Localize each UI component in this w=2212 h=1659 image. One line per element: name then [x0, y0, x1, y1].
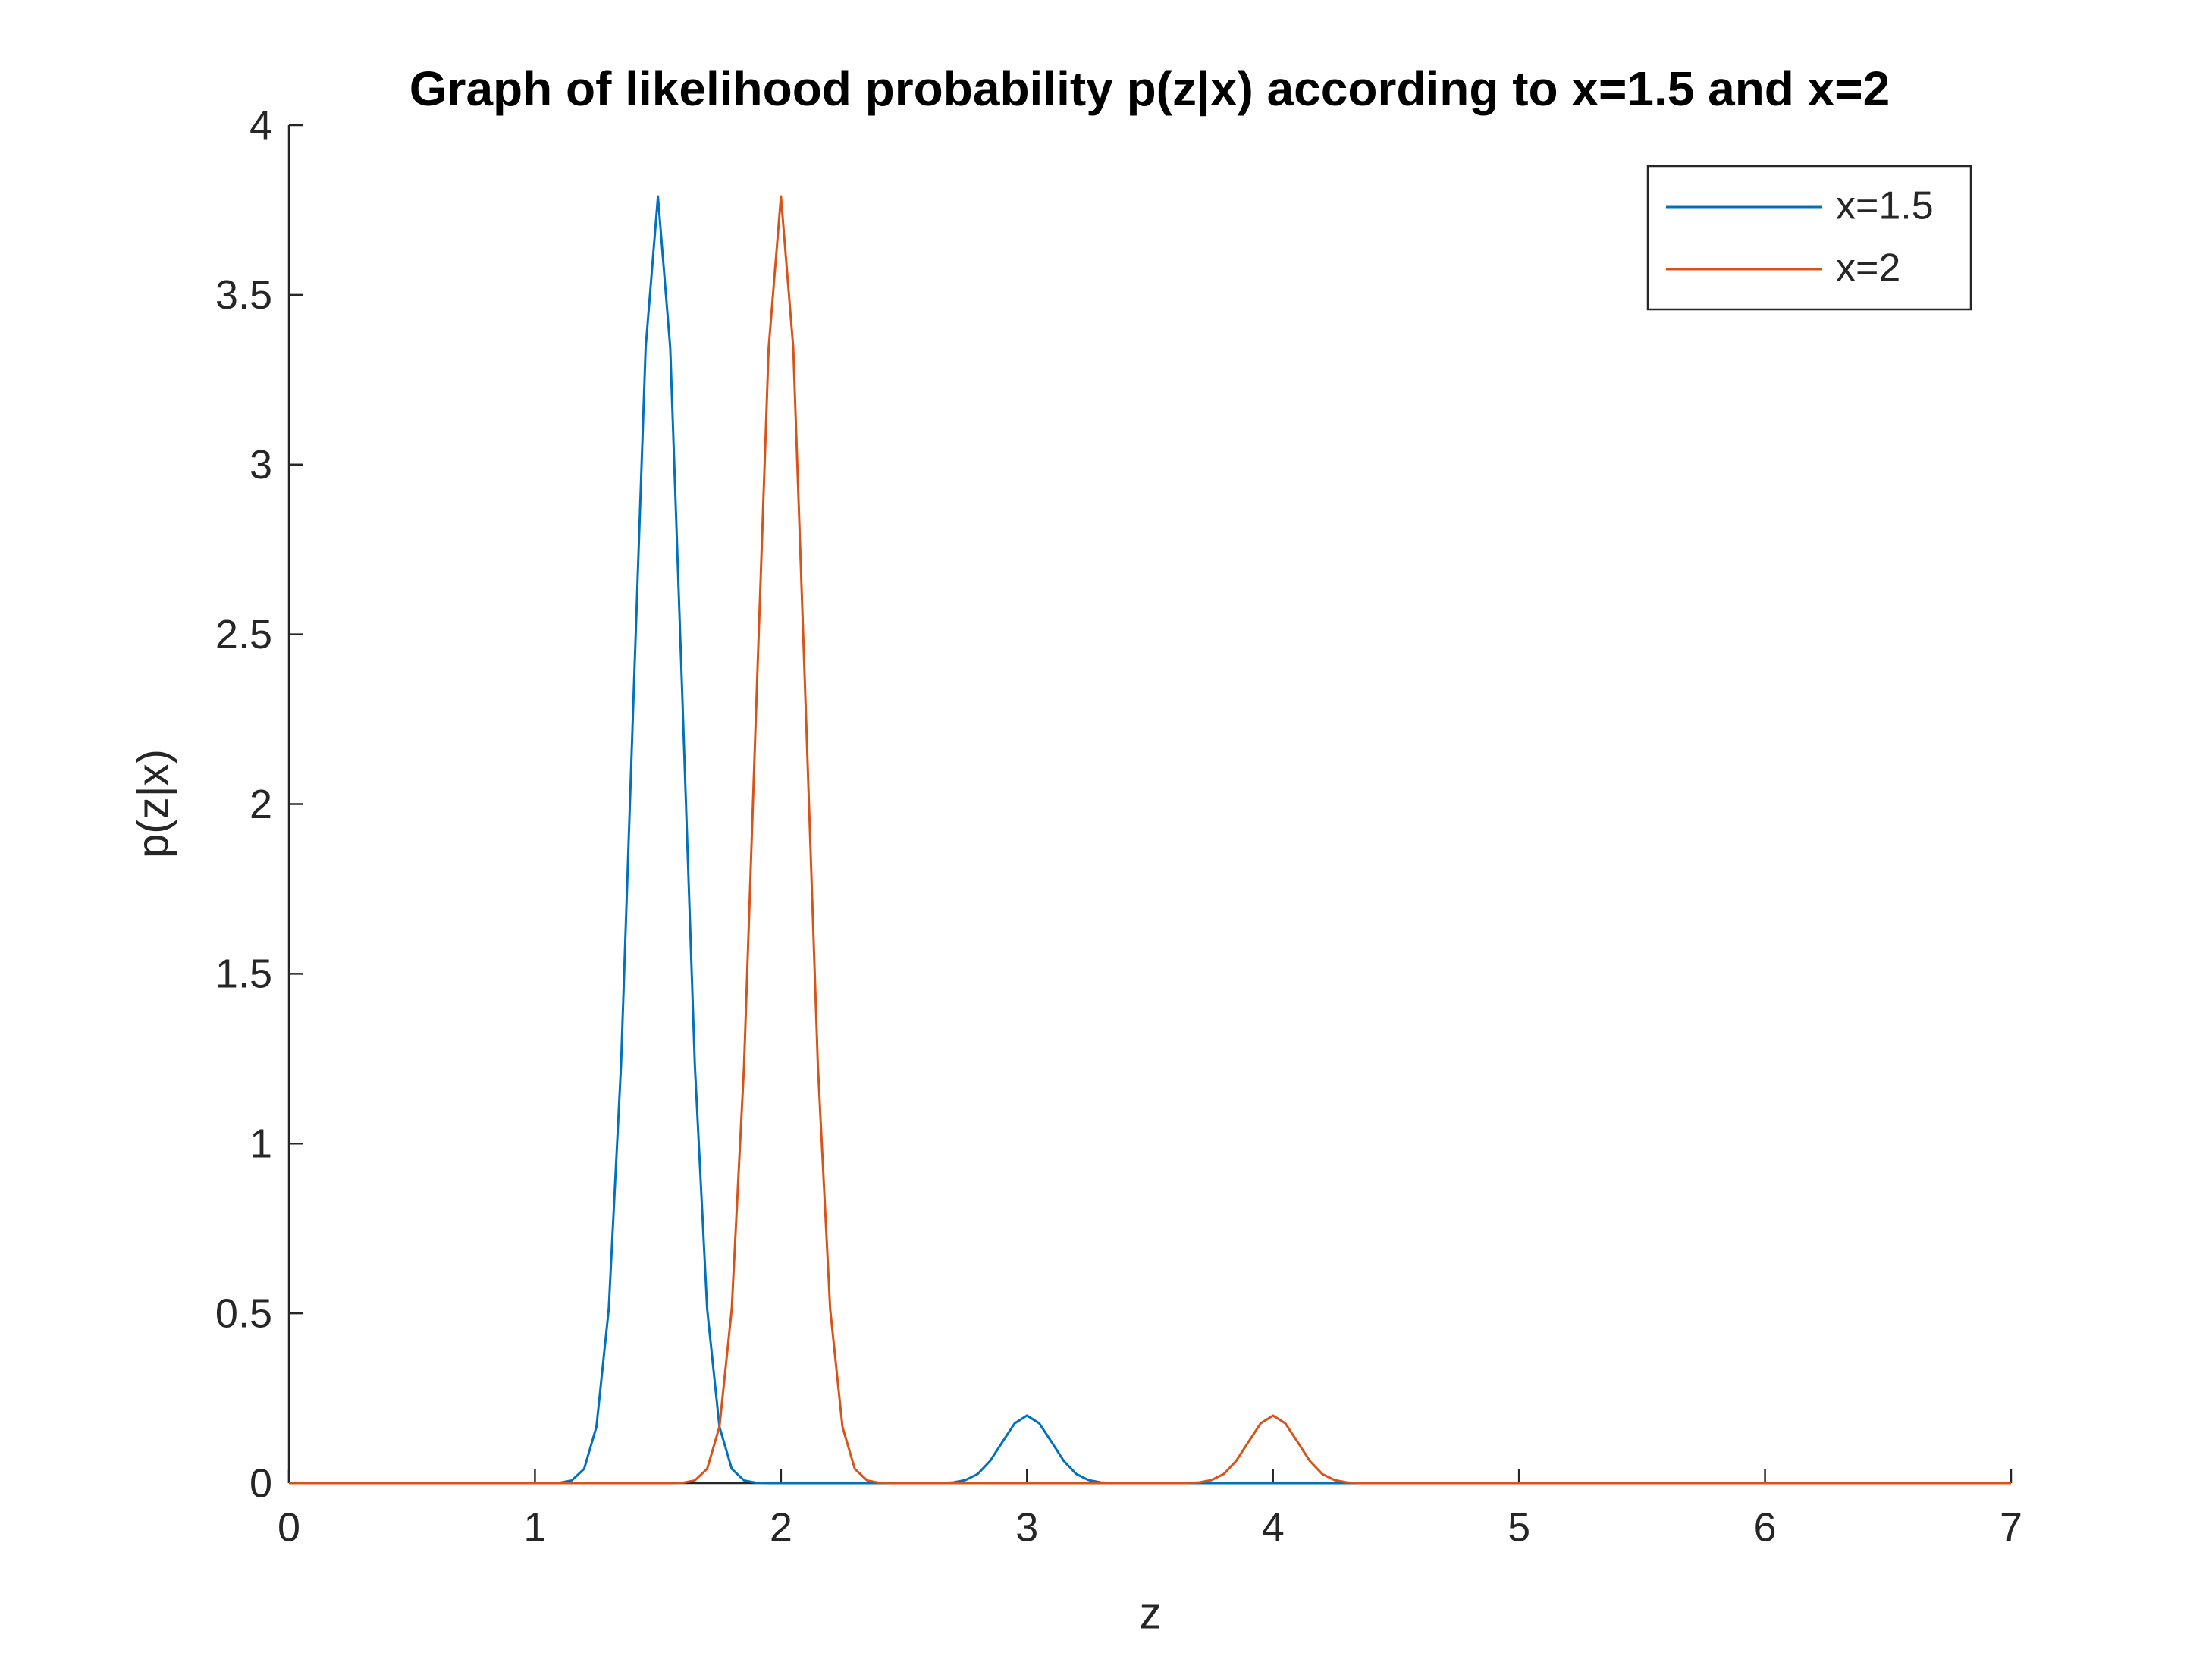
- x-axis-label: z: [1140, 1588, 1162, 1638]
- legend: x=1.5 x=2: [1666, 184, 1934, 290]
- x-tick-label: 4: [1262, 1504, 1285, 1550]
- y-tick-label: 0: [249, 1460, 272, 1506]
- series-line: [289, 195, 2011, 1485]
- x-tick-label: 1: [523, 1504, 546, 1550]
- plot-area: 0 1 2 3 4 5 6 7 0 0.5 1 1.5 2 2.5 3 3.5 4: [215, 102, 2022, 1550]
- x-tick-label: 3: [1015, 1504, 1038, 1550]
- x-tick-label: 7: [2000, 1504, 2022, 1550]
- legend-label: x=2: [1836, 246, 1900, 290]
- chart-title: Graph of likelihood probability p(z|x) a…: [409, 61, 1890, 117]
- y-tick-label: 2.5: [215, 612, 272, 657]
- y-tick-label: 0.5: [215, 1291, 272, 1336]
- y-tick-label: 4: [249, 102, 272, 148]
- legend-box: [1646, 165, 1972, 311]
- y-tick-label: 3.5: [215, 272, 272, 318]
- y-tick-label: 2: [249, 782, 272, 827]
- y-tick-label: 3: [249, 442, 272, 488]
- x-tick-label: 2: [770, 1504, 792, 1550]
- x-tick-label: 5: [1508, 1504, 1530, 1550]
- y-axis-label: p(z|x): [128, 749, 177, 858]
- y-tick-label: 1: [249, 1121, 272, 1167]
- legend-label: x=1.5: [1836, 184, 1934, 228]
- x-tick-label: 0: [278, 1504, 300, 1550]
- x-tick-label: 6: [1754, 1504, 1777, 1550]
- y-tick-label: 1.5: [215, 952, 272, 997]
